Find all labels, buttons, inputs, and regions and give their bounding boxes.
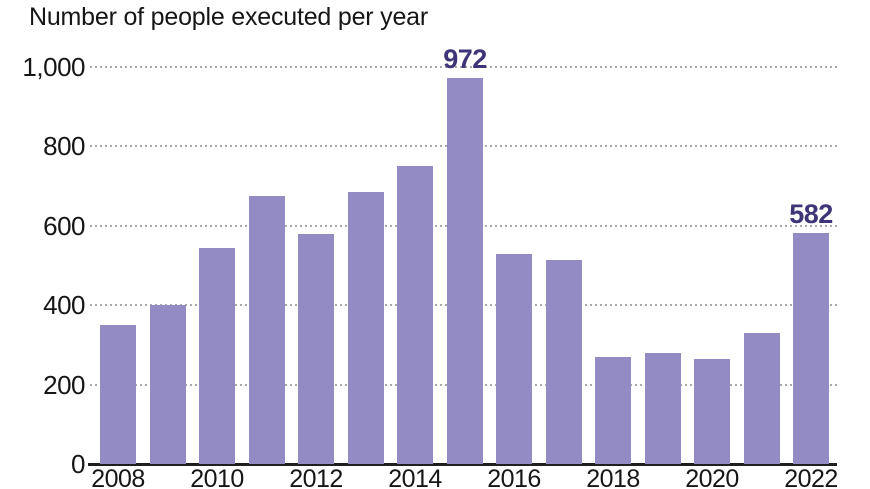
bar-2022	[793, 233, 829, 464]
bar-2008	[100, 325, 136, 464]
x-tick-label-2008: 2008	[91, 465, 145, 489]
x-tick-label-2016: 2016	[487, 465, 541, 489]
bar-2012	[298, 234, 334, 464]
y-tick-label-1000: 1,000	[22, 52, 85, 82]
bar-2010	[199, 248, 235, 464]
y-tick-label-200: 200	[43, 369, 85, 400]
bar-2018	[595, 357, 631, 464]
bar-2015	[447, 78, 483, 464]
bar-2014	[397, 166, 433, 464]
bar-2020	[694, 359, 730, 464]
value-label-2015: 972	[443, 44, 487, 74]
value-label-2022: 582	[789, 199, 833, 229]
bar-2009	[150, 305, 186, 464]
bar-2013	[348, 192, 384, 464]
x-tick-label-2022: 2022	[784, 465, 838, 489]
x-tick-label-2012: 2012	[289, 465, 343, 489]
x-tick-label-2018: 2018	[586, 465, 640, 489]
y-tick-label-0: 0	[71, 449, 85, 479]
x-tick-label-2010: 2010	[190, 465, 244, 489]
bar-2016	[496, 254, 532, 464]
y-tick-label-800: 800	[43, 131, 85, 162]
bar-2021	[744, 333, 780, 464]
gridline-1000	[90, 66, 837, 68]
x-axis-line	[88, 463, 837, 466]
x-tick-label-2020: 2020	[685, 465, 739, 489]
y-tick-label-400: 400	[43, 290, 85, 321]
y-tick-label-600: 600	[43, 210, 85, 241]
bar-2019	[645, 353, 681, 464]
x-tick-label-2014: 2014	[388, 465, 442, 489]
bar-2017	[546, 260, 582, 464]
chart-title: Number of people executed per year	[29, 3, 428, 31]
bar-2011	[249, 196, 285, 464]
